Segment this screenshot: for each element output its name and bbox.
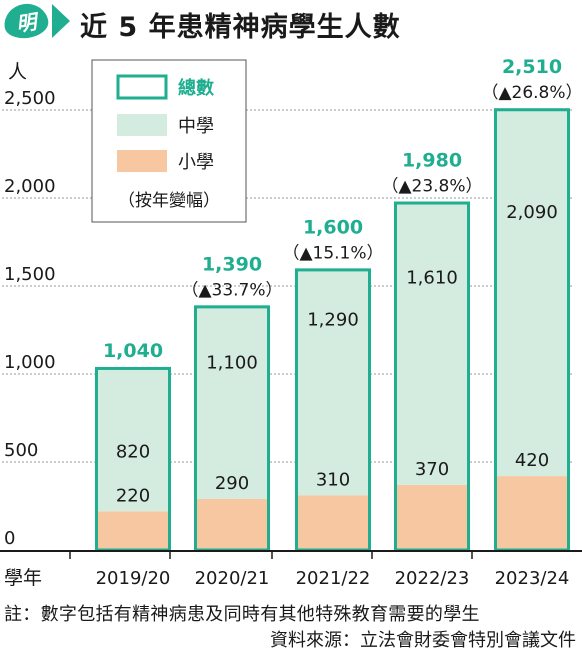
- y-tick-label: 2,000: [4, 176, 56, 197]
- bar-secondary: [494, 108, 570, 477]
- bar-primary: [394, 484, 470, 550]
- data-label-secondary: 1,610: [406, 268, 458, 289]
- bar-primary: [295, 495, 371, 550]
- legend-swatch-secondary: [117, 114, 167, 136]
- x-axis-label: 學年: [4, 567, 42, 589]
- footnote-note: 註：數字包括有精神病患及同時有其他特殊教育需要的學生: [4, 604, 480, 625]
- data-label-total: 1,040: [103, 340, 163, 362]
- data-label-change: （▲23.8%）: [381, 177, 482, 197]
- legend-label-total: 總數: [178, 77, 214, 99]
- bar-primary: [95, 511, 171, 550]
- bar-secondary: [95, 366, 171, 512]
- footnote-source: 資料來源：立法會財委會特別會議文件: [270, 630, 576, 651]
- page-title: 近 5 年患精神病學生人數: [80, 12, 401, 43]
- bar-secondary: [394, 201, 470, 485]
- y-tick-label: 0: [4, 528, 15, 549]
- legend-swatch-primary: [117, 150, 167, 172]
- data-label-total: 2,510: [502, 56, 562, 78]
- data-label-secondary: 820: [116, 441, 150, 462]
- y-tick-label: 1,000: [4, 352, 56, 373]
- bar-secondary: [295, 268, 371, 496]
- data-label-change: （▲15.1%）: [282, 243, 383, 263]
- y-tick-label: 2,500: [4, 88, 56, 109]
- grid-lines: [2, 109, 574, 463]
- data-label-secondary: 1,100: [206, 352, 258, 373]
- data-label-secondary: 2,090: [506, 202, 558, 223]
- data-label-secondary: 1,290: [307, 309, 359, 330]
- data-label-primary: 310: [316, 469, 350, 490]
- x-tick-label: 2023/24: [495, 568, 570, 589]
- data-label-change: （▲33.7%）: [181, 280, 282, 300]
- data-label-primary: 420: [515, 450, 549, 471]
- legend-note: （按年變幅）: [118, 191, 220, 211]
- axes: 0 500 1,000 1,500 2,000 2,500 人學年 2019/20 2020/2…: [0, 61, 582, 589]
- logo: 明: [1, 1, 51, 41]
- stacked-bar-chart: 220 820 1,040 290 1,100 1,390 （▲33.7%） 310 1,290…: [0, 56, 582, 589]
- y-axis-label: 人: [8, 61, 27, 83]
- legend-swatch-total: [116, 74, 168, 100]
- data-label-total: 1,600: [303, 216, 363, 238]
- x-tick-label: 2020/21: [195, 568, 270, 589]
- chevron-right-icon: [52, 4, 70, 38]
- bar-primary: [194, 498, 270, 550]
- title-bar: 明 近 5 年患精神病學生人數: [0, 0, 582, 46]
- data-label-change: （▲26.8%）: [481, 83, 582, 103]
- x-tick-label: 2021/22: [296, 568, 371, 589]
- data-label-primary: 220: [116, 485, 150, 506]
- data-label-total: 1,980: [402, 150, 462, 172]
- legend-label-primary: 小學: [178, 152, 214, 173]
- data-label-primary: 290: [215, 473, 249, 494]
- data-label-total: 1,390: [202, 253, 262, 275]
- x-tick-label: 2022/23: [395, 568, 470, 589]
- y-tick-label: 500: [4, 440, 38, 461]
- data-label-primary: 370: [415, 459, 449, 480]
- bar-primary: [494, 476, 570, 550]
- x-tick-label: 2019/20: [96, 568, 171, 589]
- bar-secondary: [194, 305, 270, 499]
- y-tick-label: 1,500: [4, 264, 56, 285]
- legend-label-secondary: 中學: [178, 116, 214, 137]
